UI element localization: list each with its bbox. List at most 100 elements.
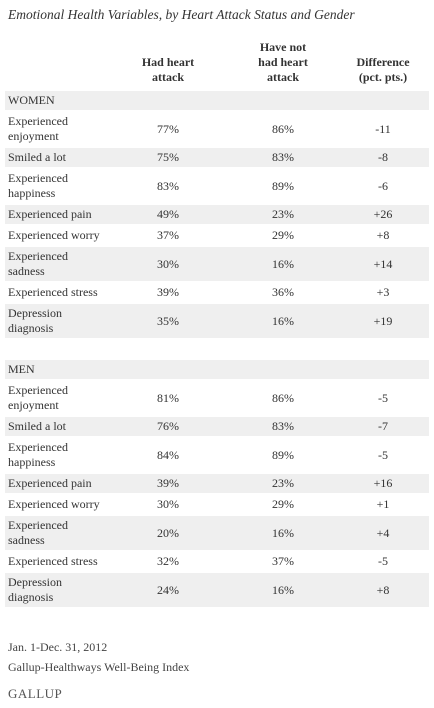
table-row: Experienced pain 39% 23% +16 bbox=[5, 474, 429, 495]
row-label: Depression diagnosis bbox=[8, 575, 62, 604]
row-label: Experienced enjoyment bbox=[8, 114, 68, 143]
cell-value: +8 bbox=[376, 582, 390, 597]
header-cell: Had heart attack bbox=[107, 53, 229, 87]
header-cell: Have not had heart attack bbox=[229, 38, 337, 87]
header-cell: Difference (pct. pts.) bbox=[337, 53, 429, 87]
cell-value: -7 bbox=[378, 419, 388, 433]
cell-value: 86% bbox=[272, 121, 294, 136]
row-label: Experienced sadness bbox=[8, 518, 68, 547]
section-name: WOMEN bbox=[8, 93, 55, 107]
cell-value: 84% bbox=[157, 447, 179, 462]
row-label: Experienced sadness bbox=[8, 249, 68, 278]
cell-value: -5 bbox=[378, 390, 388, 405]
section-name: MEN bbox=[8, 362, 35, 376]
cell-value: 29% bbox=[272, 497, 294, 511]
cell-value: +14 bbox=[373, 256, 393, 271]
row-label: Experienced happiness bbox=[8, 171, 68, 200]
cell-value: 89% bbox=[272, 447, 294, 462]
header-cell bbox=[5, 83, 107, 87]
cell-value: 30% bbox=[157, 497, 179, 511]
cell-value: 20% bbox=[157, 525, 179, 540]
cell-value: -8 bbox=[378, 150, 388, 164]
cell-value: 16% bbox=[272, 582, 294, 597]
footnotes: Jan. 1-Dec. 31, 2012 Gallup-Healthways W… bbox=[8, 637, 189, 677]
cell-value: 37% bbox=[272, 554, 294, 568]
row-label: Experienced pain bbox=[8, 207, 92, 221]
column-header: Difference (pct. pts.) bbox=[356, 55, 410, 84]
spacer bbox=[5, 340, 429, 360]
cell-value: +16 bbox=[373, 476, 393, 490]
cell-value: 29% bbox=[272, 228, 294, 242]
cell-value: 83% bbox=[157, 178, 179, 193]
cell-value: 37% bbox=[157, 228, 179, 242]
cell-value: +26 bbox=[373, 207, 393, 221]
table-row: Experienced stress 39% 36% +3 bbox=[5, 283, 429, 304]
table-row: Experienced worry 30% 29% +1 bbox=[5, 495, 429, 516]
cell-value: 83% bbox=[272, 419, 294, 433]
cell-value: -6 bbox=[378, 178, 388, 193]
table-row: Experienced sadness 20% 16% +4 bbox=[5, 516, 429, 552]
cell-value: 76% bbox=[157, 419, 179, 433]
cell-value: 89% bbox=[272, 178, 294, 193]
footnote: Gallup-Healthways Well-Being Index bbox=[8, 660, 190, 674]
table-row: Experienced sadness 30% 16% +14 bbox=[5, 247, 429, 283]
cell-value: 36% bbox=[272, 285, 294, 299]
cell-value: 16% bbox=[272, 313, 294, 328]
cell-value: 35% bbox=[157, 313, 179, 328]
row-label: Experienced happiness bbox=[8, 440, 68, 469]
row-label: Experienced enjoyment bbox=[8, 383, 68, 412]
cell-value: +4 bbox=[376, 525, 390, 540]
table-row: Depression diagnosis 24% 16% +8 bbox=[5, 573, 429, 609]
cell-value: -11 bbox=[375, 121, 391, 136]
cell-value: 49% bbox=[157, 207, 179, 221]
cell-value: 81% bbox=[157, 390, 179, 405]
cell-value: 30% bbox=[157, 256, 179, 271]
cell-value: 24% bbox=[157, 582, 179, 597]
title: Emotional Health Variables, by Heart Att… bbox=[8, 7, 355, 22]
row-label: Smiled a lot bbox=[8, 419, 66, 433]
row-label: Experienced worry bbox=[8, 228, 100, 242]
table-row: Experienced happiness 84% 89% -5 bbox=[5, 438, 429, 474]
cell-value: -5 bbox=[378, 447, 388, 462]
cell-value: +19 bbox=[373, 313, 393, 328]
row-label: Experienced pain bbox=[8, 476, 92, 490]
table-row: Depression diagnosis 35% 16% +19 bbox=[5, 304, 429, 340]
cell-value: 86% bbox=[272, 390, 294, 405]
cell-value: +8 bbox=[376, 228, 390, 242]
table-row: Experienced pain 49% 23% +26 bbox=[5, 205, 429, 226]
footnote: Jan. 1-Dec. 31, 2012 bbox=[8, 640, 108, 654]
cell-value: 16% bbox=[272, 256, 294, 271]
table-row: Experienced enjoyment 77% 86% -11 bbox=[5, 112, 429, 148]
cell-value: +1 bbox=[376, 497, 390, 511]
cell-value: 32% bbox=[157, 554, 179, 568]
row-label: Experienced stress bbox=[8, 554, 98, 568]
cell-value: 83% bbox=[272, 150, 294, 164]
column-header: Had heart attack bbox=[141, 55, 195, 84]
table-row: Experienced stress 32% 37% -5 bbox=[5, 552, 429, 573]
row-label: Depression diagnosis bbox=[8, 306, 62, 335]
cell-value: 39% bbox=[157, 476, 179, 490]
cell-value: 23% bbox=[272, 207, 294, 221]
row-label: Experienced worry bbox=[8, 497, 100, 511]
section-row: MEN bbox=[5, 360, 429, 381]
logo: GALLUP bbox=[8, 686, 63, 701]
column-header: Have not had heart attack bbox=[258, 40, 308, 84]
cell-value: 39% bbox=[157, 285, 179, 299]
row-label: Experienced stress bbox=[8, 285, 98, 299]
table-row: Smiled a lot 76% 83% -7 bbox=[5, 417, 429, 438]
cell-value: -5 bbox=[378, 554, 388, 568]
table-row: Experienced happiness 83% 89% -6 bbox=[5, 169, 429, 205]
table-row: Experienced worry 37% 29% +8 bbox=[5, 226, 429, 247]
row-label: Smiled a lot bbox=[8, 150, 66, 164]
table-row: Experienced enjoyment 81% 86% -5 bbox=[5, 381, 429, 417]
section-row: WOMEN bbox=[5, 91, 429, 112]
table-row: Smiled a lot 75% 83% -8 bbox=[5, 148, 429, 169]
cell-value: 75% bbox=[157, 150, 179, 164]
cell-value: +3 bbox=[376, 285, 390, 299]
cell-value: 77% bbox=[157, 121, 179, 136]
cell-value: 23% bbox=[272, 476, 294, 490]
cell-value: 16% bbox=[272, 525, 294, 540]
table: Had heart attack Have not had heart attac… bbox=[5, 38, 429, 609]
header-row: Had heart attack Have not had heart attac… bbox=[5, 38, 429, 91]
